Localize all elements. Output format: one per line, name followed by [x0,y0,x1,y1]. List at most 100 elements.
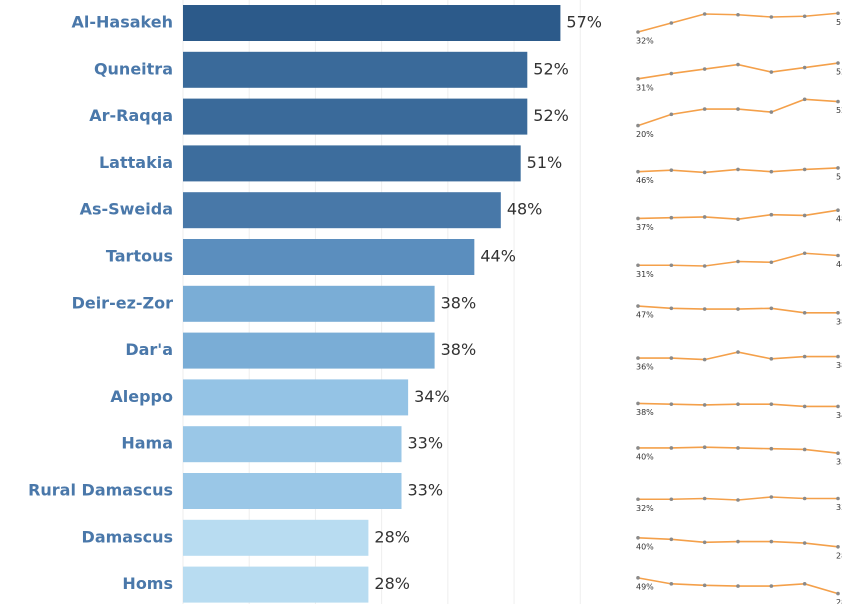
sparkline-point [636,356,640,360]
sparkline-point [669,582,674,586]
sparkline-point [669,497,674,502]
value-label: 33% [408,434,444,453]
sparkline-point [702,107,707,111]
sparkline-label: 38% [836,317,842,326]
sparkline-point [769,357,774,361]
value-label: 38% [441,340,477,359]
sparkline-point [669,71,674,76]
sparkline-point [836,496,840,501]
sparkline-point [702,170,707,175]
bar [183,192,501,229]
sparkline-point [836,545,840,549]
sparkline-point [636,576,640,580]
bar [183,426,402,463]
category-label: Quneitra [94,59,173,78]
sparkline-point [636,169,640,174]
bar [183,379,409,416]
category-label: Rural Damascus [28,481,173,500]
value-label: 28% [374,527,410,546]
category-label: Dar'a [125,340,173,359]
sparkline-point [669,215,674,220]
sparkline-point [736,167,740,172]
sparkline-point [836,166,840,170]
sparkline-point [636,263,640,268]
sparkline-point [802,251,807,256]
bar [183,239,475,275]
sparkline-point [669,537,674,542]
bar [183,332,435,369]
sparkline-point [769,539,774,544]
sparkline-point [669,306,674,311]
sparkline-label: 49% [636,582,654,591]
sparkline-point [702,307,707,311]
sparkline-point [836,451,840,456]
sparkline-point [802,496,807,501]
sparkline-point [669,168,674,172]
category-label: As-Sweida [80,200,173,219]
sparkline-point [736,402,740,406]
sparkline-label: 52% [836,68,842,77]
sparkline-point [636,304,640,308]
sparkline-label: 44% [836,260,842,269]
category-label: Homs [122,574,173,593]
bar [183,566,369,603]
sparkline-point [636,536,640,540]
sparkline-point [836,354,840,359]
sparkline-label: 57% [836,18,842,27]
value-label: 38% [441,293,477,312]
sparkline-point [736,12,740,17]
bar [183,98,528,135]
sparkline-point [669,402,674,406]
sparkline-label: 48% [836,215,842,224]
sparkline-point [769,212,774,217]
sparkline-point [802,97,807,102]
sparkline-point [702,12,707,16]
bar [183,285,435,322]
sparkline-point [636,401,640,406]
value-label: 33% [408,481,444,500]
sparkline-point [669,21,674,25]
value-label: 34% [414,387,450,406]
sparkline-point [636,497,640,502]
sparkline-label: 20% [636,130,654,139]
sparkline-point [802,541,807,545]
sparkline-point [836,11,840,16]
sparkline-point [802,582,807,586]
sparkline-point [636,30,640,34]
sparkline-point [669,446,674,450]
category-label: Lattakia [99,153,173,172]
sparkline-point [769,70,774,74]
sparkline-point [769,15,774,19]
sparkline-label: 31% [636,270,654,279]
sparkline-point [769,584,774,588]
sparkline-point [769,306,774,311]
value-label: 28% [374,574,410,593]
sparkline-point [769,169,774,174]
value-label: 44% [480,247,516,266]
value-label: 51% [527,153,563,172]
sparkline-point [802,213,807,218]
sparkline-point [736,62,740,67]
bar [183,145,521,182]
sparkline-point [836,208,840,212]
category-label: Al-Hasakeh [72,13,173,32]
sparkline-point [802,65,807,70]
sparkline-point [836,99,840,104]
bar [183,519,369,556]
sparkline-label: 32% [636,504,654,513]
sparkline-label: 37% [636,223,654,232]
bar [183,473,402,509]
sparkline-point [836,404,840,409]
sparkline-point [802,167,807,172]
category-label: Damascus [82,527,173,546]
sparkline-point [802,14,807,19]
sparkline-point [769,260,774,265]
sparkline-point [836,591,840,596]
sparkline-label: 40% [636,452,654,461]
sparkline-point [736,539,740,544]
value-label: 52% [533,59,569,78]
sparkline-point [736,498,740,502]
sparkline-point [736,217,740,221]
sparkline-label: 47% [636,311,654,320]
